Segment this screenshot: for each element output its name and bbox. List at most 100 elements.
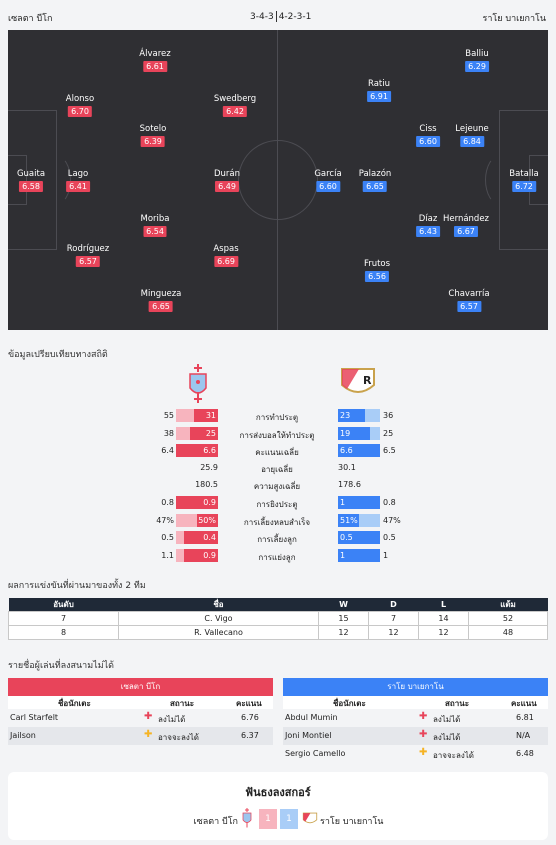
home-crest bbox=[186, 364, 210, 407]
home-missing-team: เซลตา บีโก bbox=[8, 678, 273, 696]
away-player[interactable]: Batalla 6.72 bbox=[509, 169, 539, 192]
away-player[interactable]: Ratiu 6.91 bbox=[367, 79, 391, 102]
player-rating: 6.57 bbox=[457, 301, 481, 312]
col-l: L bbox=[418, 598, 469, 612]
away-stat-bar: 51% bbox=[338, 514, 380, 527]
missing-row[interactable]: Carl Starfelt ✚ ลงไม่ได้ 6.76 bbox=[10, 711, 259, 724]
away-stat-value: 0.5 bbox=[338, 531, 380, 544]
stat-label: การส่งบอลให้ทำประตู bbox=[239, 431, 315, 440]
prediction-home-team: เซลตา บีโก bbox=[193, 817, 238, 827]
away-player[interactable]: Palazón 6.65 bbox=[358, 169, 392, 192]
player-rating: 6.65 bbox=[149, 301, 173, 312]
formations: 3-4-3 4-2-3-1 bbox=[250, 11, 311, 22]
home-stat-total: 47% bbox=[156, 516, 174, 525]
stat-row: 55 31 การทำประตู 23 36 bbox=[0, 409, 556, 423]
home-player[interactable]: Lago 6.41 bbox=[66, 169, 90, 192]
prediction-title: ฟันธงลงสกอร์ bbox=[245, 786, 311, 799]
missing-row[interactable]: Jailson ✚ อาจจะลงได้ 6.37 bbox=[8, 727, 273, 745]
yellow-cross-icon: ✚ bbox=[419, 747, 428, 758]
home-stat-bar: 6.6 bbox=[176, 444, 218, 457]
home-player[interactable]: Moriba 6.54 bbox=[140, 214, 170, 237]
col-w: W bbox=[318, 598, 369, 612]
stat-row: 180.5 ความสูงเฉลี่ย 178.6 bbox=[0, 478, 556, 492]
stat-row: 25.9 อายุเฉลี่ย 30.1 bbox=[0, 461, 556, 475]
standings-title: ผลการแข่งขันที่ผ่านมาของทั้ง 2 ทีม bbox=[8, 581, 146, 591]
away-player[interactable]: Hernández 6.67 bbox=[442, 214, 490, 237]
away-stat-total: 25 bbox=[383, 429, 394, 438]
missing-row[interactable]: Abdul Mumin ✚ ลงไม่ได้ 6.81 bbox=[285, 711, 534, 724]
away-player[interactable]: Ciss 6.60 bbox=[416, 124, 440, 147]
home-formation: 3-4-3 bbox=[250, 12, 274, 22]
match-header: เซลตา บีโก 3-4-3 4-2-3-1 ราโย บาเยกาโน bbox=[0, 0, 556, 30]
home-stat-total: 6.4 bbox=[161, 446, 174, 455]
stat-label: การทำประตู bbox=[255, 413, 299, 422]
home-player[interactable]: Guaita 6.58 bbox=[16, 169, 46, 192]
home-stat-total: 0.5 bbox=[161, 533, 174, 542]
away-stat-total: 47% bbox=[383, 516, 401, 525]
away-stat-total: 6.5 bbox=[383, 446, 396, 455]
home-player[interactable]: Swedberg 6.42 bbox=[213, 94, 257, 117]
home-stat-total: 1.1 bbox=[161, 551, 174, 560]
away-missing-team: ราโย บาเยกาโน bbox=[283, 678, 548, 696]
away-stat-value: 30.1 bbox=[338, 463, 356, 472]
away-stat-total: 0.5 bbox=[383, 533, 396, 542]
svg-text:R: R bbox=[363, 374, 372, 387]
away-stat-value: 6.6 bbox=[338, 444, 380, 457]
home-score-prediction[interactable]: 1 bbox=[259, 809, 277, 829]
away-stat-value: 1 bbox=[338, 549, 380, 562]
home-stat-value: 50% bbox=[197, 514, 218, 527]
player-rating: 6.54 bbox=[143, 226, 167, 237]
away-stat-bar: 0.5 bbox=[338, 531, 380, 544]
home-player[interactable]: Alonso 6.70 bbox=[65, 94, 95, 117]
away-stat-value: 23 bbox=[338, 409, 365, 422]
missing-columns: ชื่อนักเตะ สถานะ คะแนน bbox=[283, 696, 548, 709]
yellow-cross-icon: ✚ bbox=[144, 729, 153, 740]
home-team-name: เซลตา บีโก bbox=[8, 14, 53, 24]
home-player[interactable]: Durán 6.49 bbox=[213, 169, 241, 192]
player-rating: 6.70 bbox=[68, 106, 92, 117]
home-stat-value: 0.9 bbox=[176, 496, 218, 509]
away-stat-value: 1 bbox=[338, 496, 380, 509]
away-stat-total: 0.8 bbox=[383, 498, 396, 507]
home-player[interactable]: Mingueza 6.65 bbox=[140, 289, 182, 312]
away-stat-bar: 1 bbox=[338, 496, 380, 509]
player-rating: 6.91 bbox=[367, 91, 391, 102]
away-formation: 4-2-3-1 bbox=[278, 12, 312, 22]
table-row[interactable]: 7 C. Vigo 15 7 14 52 bbox=[8, 611, 548, 626]
away-player[interactable]: García 6.60 bbox=[314, 169, 342, 192]
stat-row: 6.4 6.6 คะแนนเฉลี่ย 6.6 6.5 bbox=[0, 444, 556, 458]
home-stat-value: 31 bbox=[194, 409, 218, 422]
missing-title: รายชื่อผู้เล่นที่ลงสนามไม่ได้ bbox=[8, 661, 114, 671]
stats-title: ข้อมูลเปรียบเทียบทางสถิติ bbox=[8, 350, 108, 360]
away-player[interactable]: Balliu 6.29 bbox=[465, 49, 489, 72]
home-player[interactable]: Rodríguez 6.57 bbox=[66, 244, 110, 267]
away-stat-total: 1 bbox=[383, 551, 389, 560]
table-row[interactable]: 8 R. Vallecano 12 12 12 48 bbox=[8, 625, 548, 640]
player-rating: 6.42 bbox=[223, 106, 247, 117]
away-team-name: ราโย บาเยกาโน bbox=[482, 14, 546, 24]
away-score-prediction[interactable]: 1 bbox=[280, 809, 298, 829]
missing-row[interactable]: Sergio Camello ✚ อาจจะลงได้ 6.48 bbox=[285, 747, 534, 760]
away-player[interactable]: Frutos 6.56 bbox=[363, 259, 391, 282]
stat-label: ความสูงเฉลี่ย bbox=[253, 482, 301, 491]
home-stat-bar: 31 bbox=[176, 409, 218, 422]
home-player[interactable]: Aspas 6.69 bbox=[213, 244, 239, 267]
player-rating: 6.72 bbox=[512, 181, 536, 192]
home-player[interactable]: Sotelo 6.39 bbox=[139, 124, 167, 147]
home-player[interactable]: Álvarez 6.61 bbox=[139, 49, 171, 72]
away-crest: R bbox=[339, 367, 377, 402]
col-d: D bbox=[368, 598, 419, 612]
player-rating: 6.61 bbox=[143, 61, 167, 72]
player-rating: 6.39 bbox=[141, 136, 165, 147]
away-player[interactable]: Chavarría 6.57 bbox=[448, 289, 490, 312]
away-player[interactable]: Díaz 6.43 bbox=[416, 214, 440, 237]
stat-row: 0.5 0.4 การเลี้ยงลูก 0.5 0.5 bbox=[0, 531, 556, 545]
home-stat-bar: 0.4 bbox=[176, 531, 218, 544]
home-stat-total: 38 bbox=[163, 429, 174, 438]
red-cross-icon: ✚ bbox=[419, 729, 428, 740]
player-rating: 6.56 bbox=[365, 271, 389, 282]
player-rating: 6.84 bbox=[460, 136, 484, 147]
away-player[interactable]: Lejeune 6.84 bbox=[455, 124, 489, 147]
missing-row[interactable]: Joni Montiel ✚ ลงไม่ได้ N/A bbox=[283, 727, 548, 745]
stat-label: อายุเฉลี่ย bbox=[261, 465, 293, 474]
